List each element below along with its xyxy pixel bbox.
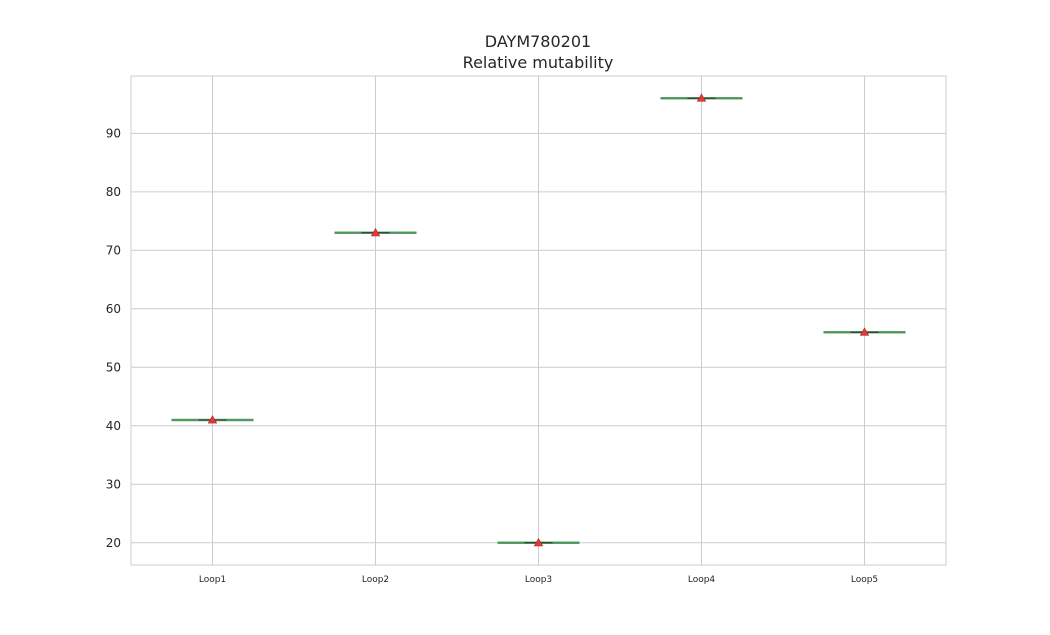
- x-tick-label: Loop3: [525, 575, 552, 585]
- x-tick-label: Loop4: [688, 575, 716, 585]
- chart-subtitle: Relative mutability: [463, 53, 614, 72]
- y-tick-label: 50: [106, 360, 121, 374]
- x-tick-label: Loop5: [851, 575, 878, 585]
- box-loop4: [660, 93, 743, 102]
- mean-marker: [859, 327, 870, 336]
- y-tick-label: 90: [106, 126, 121, 140]
- mean-marker: [207, 415, 218, 424]
- x-axis-ticks: Loop1 Loop2 Loop3 Loop4 Loop5: [199, 575, 878, 585]
- y-axis-ticks: 20 30 40 50 60 70 80 90: [106, 126, 121, 549]
- y-tick-label: 70: [106, 243, 121, 257]
- mean-marker: [696, 93, 707, 102]
- y-tick-label: 40: [106, 419, 121, 433]
- grid-lines: [131, 76, 946, 565]
- x-tick-label: Loop1: [199, 575, 226, 585]
- box-loop2: [334, 227, 417, 237]
- y-tick-label: 80: [106, 185, 121, 199]
- box-loop3: [497, 537, 580, 547]
- mean-marker: [370, 227, 381, 237]
- box-loop1: [171, 415, 254, 424]
- y-tick-label: 30: [106, 477, 121, 491]
- chart-title: DAYM780201: [485, 32, 591, 51]
- mean-marker: [533, 537, 544, 547]
- plot-frame: [130, 75, 947, 566]
- box-marks: [171, 93, 906, 547]
- y-tick-label: 60: [106, 302, 121, 316]
- y-tick-label: 20: [106, 536, 121, 550]
- x-tick-label: Loop2: [362, 575, 389, 585]
- box-loop5: [823, 327, 906, 336]
